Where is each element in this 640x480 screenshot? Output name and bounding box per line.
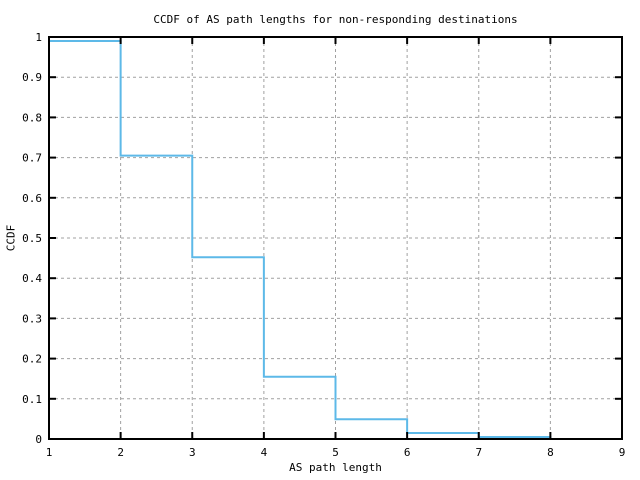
y-tick-label: 0.9 [22, 71, 42, 84]
chart-title: CCDF of AS path lengths for non-respondi… [153, 13, 518, 26]
x-tick-label: 7 [475, 446, 482, 459]
x-tick-label: 1 [46, 446, 53, 459]
ccdf-step-line [49, 40, 552, 439]
x-axis-label: AS path length [289, 461, 382, 474]
y-tick-label: 0.6 [22, 192, 42, 205]
y-tick-label: 0 [35, 433, 42, 446]
axis-ticks [48, 36, 623, 440]
x-tick-label: 6 [404, 446, 411, 459]
x-tick-label: 9 [619, 446, 626, 459]
x-tick-label: 4 [261, 446, 268, 459]
y-tick-label: 1 [35, 31, 42, 44]
y-tick-label: 0.1 [22, 393, 42, 406]
y-tick-label: 0.3 [22, 312, 42, 325]
x-tick-label: 2 [117, 446, 124, 459]
x-tick-label: 3 [189, 446, 196, 459]
axis-tick-labels: 1 2 3 4 5 6 7 8 9 0 0.1 0.2 0.3 0.4 0.5 0.6 0.7 0.8 0.9 1 [22, 31, 625, 459]
y-tick-label: 0.5 [22, 232, 42, 245]
y-tick-label: 0.4 [22, 272, 42, 285]
y-tick-label: 0.2 [22, 353, 42, 366]
x-tick-label: 5 [332, 446, 339, 459]
x-tick-label: 8 [547, 446, 554, 459]
y-tick-label: 0.8 [22, 111, 42, 124]
y-tick-label: 0.7 [22, 152, 42, 165]
